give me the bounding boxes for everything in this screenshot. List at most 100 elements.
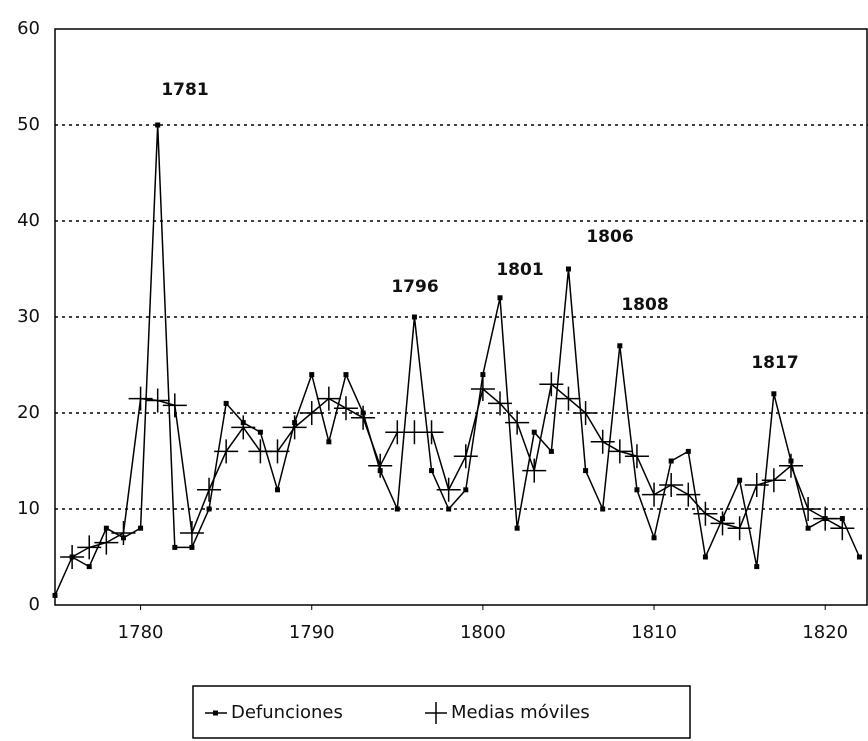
cross-marker xyxy=(813,506,838,531)
point xyxy=(754,564,760,570)
cross-marker xyxy=(727,516,752,541)
cross-marker xyxy=(316,386,341,411)
series-line xyxy=(54,124,861,596)
point xyxy=(685,448,691,454)
legend-marker xyxy=(425,702,447,724)
cross-marker xyxy=(642,482,667,507)
point xyxy=(651,535,657,541)
x-tick-label: 1810 xyxy=(631,622,677,643)
point xyxy=(155,122,161,128)
point xyxy=(480,372,486,378)
point xyxy=(446,506,452,512)
point xyxy=(463,487,469,493)
cross-marker xyxy=(419,420,444,445)
cross-marker xyxy=(693,501,718,526)
y-tick-label: 0 xyxy=(29,594,40,615)
cross-marker xyxy=(282,415,307,440)
point xyxy=(223,400,229,406)
cross-marker xyxy=(624,444,649,469)
cross-marker xyxy=(368,453,393,478)
legend-label: Medias móviles xyxy=(451,702,590,723)
point xyxy=(600,506,606,512)
annotation: 1817 xyxy=(751,353,798,373)
point xyxy=(702,554,708,560)
point xyxy=(805,525,811,531)
point xyxy=(583,468,589,474)
point xyxy=(497,295,503,301)
x-tick-label: 1790 xyxy=(289,622,335,643)
point xyxy=(206,506,212,512)
point xyxy=(856,554,862,560)
cross-marker xyxy=(351,405,376,430)
point xyxy=(771,391,777,397)
annotation: 1796 xyxy=(391,277,438,297)
point xyxy=(737,477,743,483)
cross-marker xyxy=(453,444,478,469)
x-tick-label: 1820 xyxy=(802,622,848,643)
cross-marker xyxy=(94,530,119,555)
point xyxy=(343,372,349,378)
y-tick-label: 10 xyxy=(17,498,40,519)
point xyxy=(52,592,58,598)
cross-marker xyxy=(607,439,632,464)
point xyxy=(617,343,623,349)
point xyxy=(514,525,520,531)
cross-marker xyxy=(659,473,684,497)
y-tick-label: 50 xyxy=(17,114,40,135)
legend-marker xyxy=(213,710,218,716)
point xyxy=(634,487,640,493)
cross-marker xyxy=(761,468,786,493)
cross-marker xyxy=(522,458,547,483)
point xyxy=(86,564,92,570)
y-tick-label: 60 xyxy=(17,18,40,39)
point xyxy=(275,487,281,493)
cross-marker xyxy=(179,521,204,545)
x-tick-label: 1780 xyxy=(118,622,164,643)
cross-marker xyxy=(214,439,239,464)
cross-marker xyxy=(778,453,803,478)
annotation: 1781 xyxy=(161,80,208,100)
cross-marker xyxy=(60,545,85,569)
point xyxy=(309,372,315,378)
cross-marker xyxy=(231,415,256,440)
cross-marker xyxy=(77,535,102,560)
y-tick-label: 40 xyxy=(17,210,40,231)
cross-marker xyxy=(676,482,701,507)
cross-marker xyxy=(333,396,358,421)
point xyxy=(326,439,332,445)
series-line xyxy=(71,382,843,558)
y-tick-label: 20 xyxy=(17,402,40,423)
point xyxy=(394,506,400,512)
point xyxy=(531,429,537,435)
legend-box xyxy=(192,685,691,739)
annotation: 1806 xyxy=(586,227,633,247)
cross-marker xyxy=(573,401,598,425)
cross-marker xyxy=(299,401,324,425)
legend-label: Defunciones xyxy=(231,702,343,723)
cross-marker xyxy=(556,386,581,411)
cross-marker xyxy=(111,521,136,545)
point xyxy=(668,458,674,464)
point xyxy=(411,314,417,320)
point xyxy=(172,544,178,550)
cross-marker xyxy=(488,391,513,416)
cross-marker xyxy=(830,516,855,541)
cross-marker xyxy=(590,429,615,454)
point xyxy=(189,544,195,550)
point xyxy=(257,429,263,435)
cross-marker xyxy=(128,386,153,411)
cross-marker xyxy=(539,372,564,397)
point xyxy=(429,468,435,474)
cross-marker xyxy=(197,477,222,502)
point xyxy=(103,525,109,531)
cross-marker xyxy=(145,388,170,413)
point xyxy=(548,448,554,454)
cross-marker xyxy=(796,497,821,521)
cross-marker xyxy=(744,473,769,497)
point xyxy=(138,525,144,531)
cross-marker xyxy=(470,377,495,401)
cross-marker xyxy=(710,511,735,536)
annotation: 1808 xyxy=(621,295,668,315)
point xyxy=(565,266,571,272)
